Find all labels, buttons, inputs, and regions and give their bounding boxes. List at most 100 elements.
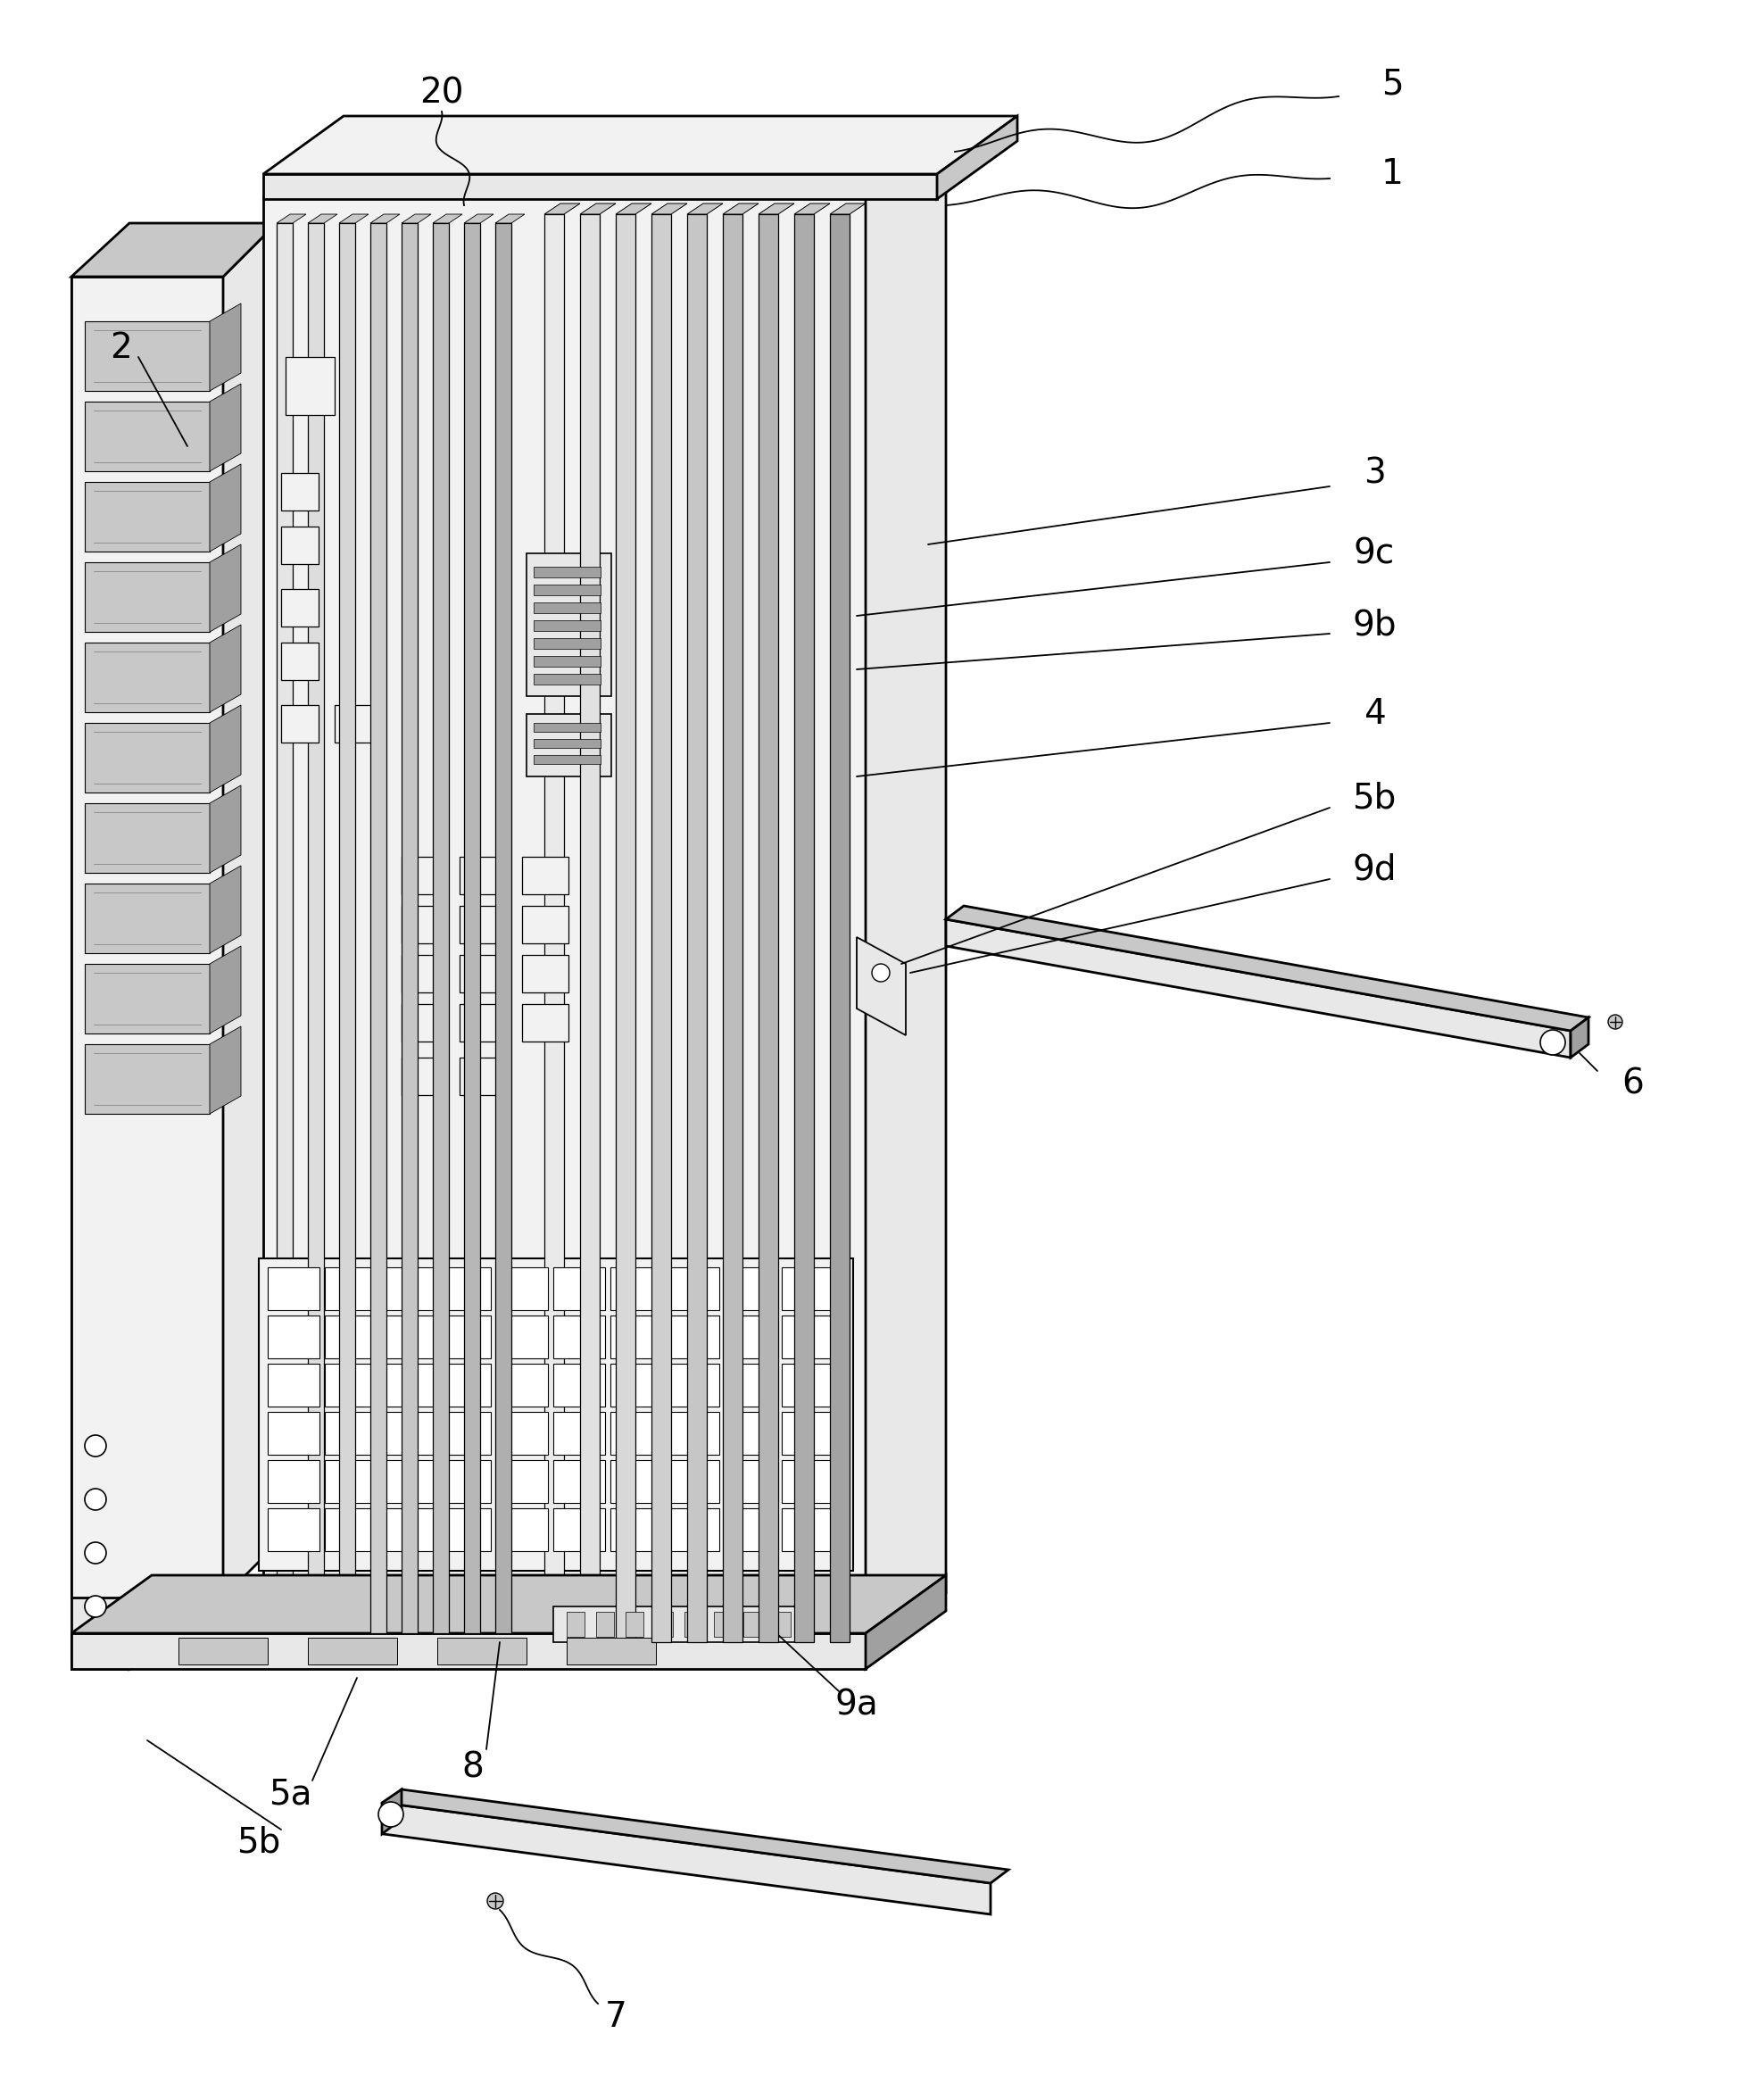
- Polygon shape: [84, 884, 210, 953]
- Polygon shape: [308, 223, 324, 1634]
- Polygon shape: [276, 214, 306, 223]
- Bar: [667, 1411, 719, 1455]
- Polygon shape: [794, 214, 814, 1642]
- Polygon shape: [383, 1789, 1008, 1884]
- Bar: [611, 1363, 662, 1407]
- Bar: [497, 1266, 548, 1310]
- Bar: [268, 1460, 320, 1504]
- Bar: [268, 1266, 320, 1310]
- Bar: [611, 1266, 662, 1310]
- Bar: [534, 567, 600, 578]
- Bar: [521, 1004, 569, 1042]
- Text: 20: 20: [420, 78, 464, 111]
- Polygon shape: [401, 214, 430, 223]
- Polygon shape: [84, 321, 210, 391]
- Polygon shape: [308, 1638, 397, 1665]
- Polygon shape: [178, 1638, 268, 1665]
- Bar: [334, 706, 373, 743]
- Bar: [553, 1266, 606, 1310]
- Polygon shape: [72, 223, 276, 277]
- Polygon shape: [210, 706, 242, 792]
- Bar: [782, 1363, 833, 1407]
- Bar: [553, 1411, 606, 1455]
- Bar: [439, 1411, 490, 1455]
- Circle shape: [378, 1802, 402, 1827]
- Polygon shape: [72, 1575, 947, 1634]
- Polygon shape: [72, 1634, 866, 1670]
- Bar: [553, 1508, 606, 1552]
- Bar: [527, 714, 611, 777]
- Bar: [460, 905, 506, 943]
- Polygon shape: [308, 214, 338, 223]
- Polygon shape: [432, 214, 462, 223]
- Text: 9d: 9d: [1353, 853, 1397, 886]
- Polygon shape: [382, 1789, 401, 1833]
- Bar: [497, 1315, 548, 1359]
- Bar: [282, 473, 318, 510]
- Bar: [382, 1411, 434, 1455]
- Polygon shape: [858, 937, 906, 1035]
- Bar: [553, 1607, 812, 1642]
- Bar: [460, 956, 506, 993]
- Bar: [382, 1315, 434, 1359]
- Polygon shape: [723, 214, 742, 1642]
- Bar: [282, 706, 318, 743]
- Polygon shape: [371, 223, 387, 1634]
- Bar: [282, 588, 318, 626]
- Bar: [382, 1508, 434, 1552]
- Bar: [782, 1460, 833, 1504]
- Bar: [684, 1613, 702, 1636]
- Bar: [724, 1266, 777, 1310]
- Polygon shape: [210, 865, 242, 953]
- Circle shape: [486, 1892, 504, 1909]
- Bar: [567, 1613, 584, 1636]
- Polygon shape: [276, 223, 292, 1634]
- Polygon shape: [210, 384, 242, 470]
- Polygon shape: [830, 204, 866, 214]
- Bar: [382, 1460, 434, 1504]
- Polygon shape: [262, 116, 1017, 174]
- Bar: [268, 1315, 320, 1359]
- Bar: [782, 1508, 833, 1552]
- Text: 3: 3: [1363, 456, 1386, 489]
- Polygon shape: [1572, 1016, 1589, 1058]
- Polygon shape: [210, 302, 242, 391]
- Polygon shape: [340, 223, 355, 1634]
- Polygon shape: [84, 481, 210, 552]
- Bar: [534, 584, 600, 594]
- Bar: [611, 1411, 662, 1455]
- Bar: [268, 1411, 320, 1455]
- Polygon shape: [438, 1638, 527, 1665]
- Bar: [401, 1004, 448, 1042]
- Bar: [497, 1508, 548, 1552]
- Text: 9c: 9c: [1354, 536, 1395, 571]
- Circle shape: [1608, 1014, 1622, 1029]
- Circle shape: [84, 1434, 107, 1457]
- Text: 9a: 9a: [835, 1688, 878, 1722]
- Circle shape: [1540, 1029, 1564, 1054]
- Polygon shape: [262, 195, 866, 1651]
- Bar: [782, 1315, 833, 1359]
- Polygon shape: [222, 223, 276, 1598]
- Bar: [497, 1411, 548, 1455]
- Polygon shape: [432, 223, 450, 1634]
- Bar: [497, 1460, 548, 1504]
- Polygon shape: [72, 277, 130, 1670]
- Bar: [534, 655, 600, 666]
- Text: 5b: 5b: [1353, 781, 1397, 815]
- Polygon shape: [262, 139, 947, 195]
- Bar: [534, 756, 600, 764]
- Polygon shape: [758, 204, 794, 214]
- Bar: [439, 1315, 490, 1359]
- Polygon shape: [401, 223, 418, 1634]
- Bar: [521, 905, 569, 943]
- Polygon shape: [383, 1802, 990, 1915]
- Polygon shape: [262, 174, 936, 200]
- Polygon shape: [72, 277, 222, 1598]
- Circle shape: [84, 1541, 107, 1564]
- Polygon shape: [651, 214, 670, 1642]
- Bar: [326, 1266, 376, 1310]
- Text: 7: 7: [606, 1999, 626, 2035]
- Polygon shape: [651, 204, 688, 214]
- Text: 2: 2: [110, 332, 131, 365]
